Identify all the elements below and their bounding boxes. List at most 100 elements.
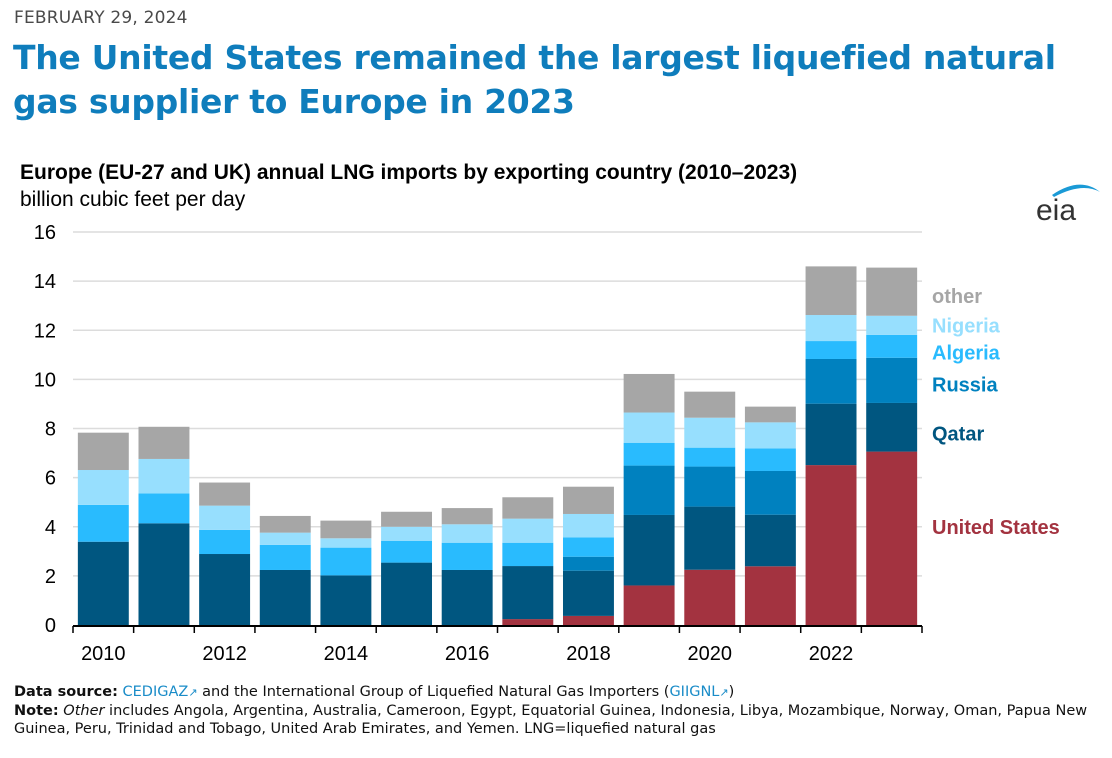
bar-stack-2023 xyxy=(866,267,918,625)
bar-segment-other-2018 xyxy=(562,486,614,514)
x-axis: 2010 2012 2014 2016 2018 2020 2022 xyxy=(72,625,923,665)
bar-segment-qatar-2014 xyxy=(320,575,372,625)
y-tick-label: 6 xyxy=(45,468,56,490)
bar-segment-russia-2021 xyxy=(744,470,796,515)
bar-segment-nigeria-2020 xyxy=(684,417,736,448)
bar-segment-nigeria-2021 xyxy=(744,422,796,449)
bar-segment-united-states-2020 xyxy=(684,569,736,625)
bar-segment-nigeria-2014 xyxy=(320,538,372,548)
bar-segment-russia-2018 xyxy=(562,556,614,571)
bar-segment-other-2014 xyxy=(320,520,372,539)
bar-segment-other-2010 xyxy=(77,432,129,471)
note-line: Note: Other includes Angola, Argentina, … xyxy=(14,702,1104,738)
x-tick-label: 2016 xyxy=(445,643,490,665)
bar-segment-qatar-2016 xyxy=(441,569,493,625)
bar-segment-algeria-2013 xyxy=(259,544,311,570)
bar-segment-united-states-2017 xyxy=(502,619,554,625)
bar-stack-2014 xyxy=(320,520,372,625)
eia-logo[interactable]: eia xyxy=(1030,178,1110,228)
bar-stack-2013 xyxy=(259,515,311,625)
footnote: Data source: CEDIGAZ ↗ and the Internatio… xyxy=(14,683,1104,738)
bar-segment-united-states-2023 xyxy=(866,451,918,625)
bar-segment-qatar-2011 xyxy=(138,523,190,625)
bar-segment-nigeria-2016 xyxy=(441,524,493,543)
bar-segment-nigeria-2011 xyxy=(138,458,190,494)
bar-segment-qatar-2013 xyxy=(259,569,311,625)
bar-segment-russia-2019 xyxy=(623,465,675,515)
chart-subtitle: billion cubic feet per day xyxy=(20,188,246,211)
bar-stack-2022 xyxy=(805,266,857,625)
bar-segment-other-2016 xyxy=(441,508,493,525)
bar-segment-qatar-2020 xyxy=(684,506,736,570)
note-italic: Other xyxy=(63,703,105,719)
bar-stack-2011 xyxy=(138,426,190,625)
legend-label-nigeria: Nigeria xyxy=(932,315,1001,337)
bar-segment-qatar-2012 xyxy=(199,554,251,625)
bar-segment-nigeria-2022 xyxy=(805,315,857,342)
chart-title: Europe (EU-27 and UK) annual LNG imports… xyxy=(20,161,798,184)
bar-segment-algeria-2021 xyxy=(744,448,796,471)
bars xyxy=(77,266,918,625)
bar-segment-other-2019 xyxy=(623,373,675,413)
bar-segment-russia-2022 xyxy=(805,358,857,404)
bar-segment-algeria-2015 xyxy=(381,540,433,563)
y-tick-label: 16 xyxy=(34,222,56,244)
giignl-link[interactable]: GIIGNL xyxy=(669,684,720,700)
bar-segment-nigeria-2013 xyxy=(259,532,311,545)
source-text: and the International Group of Liquefied… xyxy=(197,684,670,700)
bar-segment-other-2021 xyxy=(744,406,796,423)
bar-segment-other-2020 xyxy=(684,391,736,418)
x-tick-label: 2020 xyxy=(688,643,733,665)
x-tick-label: 2022 xyxy=(809,643,854,665)
bar-stack-2015 xyxy=(381,511,433,625)
x-tick-label: 2010 xyxy=(81,643,126,665)
y-tick-label: 2 xyxy=(45,566,56,588)
bar-segment-united-states-2021 xyxy=(744,566,796,625)
bar-segment-algeria-2016 xyxy=(441,542,493,570)
bar-segment-algeria-2012 xyxy=(199,529,251,555)
external-link-icon: ↗ xyxy=(719,686,729,699)
legend: other Nigeria Algeria Russia Qatar United Sta… xyxy=(932,286,1060,539)
legend-label-other: other xyxy=(932,286,982,308)
bar-segment-united-states-2022 xyxy=(805,465,857,625)
bar-segment-qatar-2022 xyxy=(805,403,857,466)
x-tick-label: 2018 xyxy=(566,643,611,665)
x-tick-label: 2012 xyxy=(202,643,247,665)
eia-logo-icon: eia xyxy=(1036,184,1100,227)
cedigaz-link[interactable]: CEDIGAZ xyxy=(122,684,189,700)
bar-segment-qatar-2019 xyxy=(623,514,675,586)
bar-stack-2016 xyxy=(441,508,493,625)
source-end: ) xyxy=(728,684,735,700)
bar-segment-united-states-2019 xyxy=(623,585,675,625)
legend-label-qatar: Qatar xyxy=(932,423,984,445)
bar-segment-other-2022 xyxy=(805,266,857,316)
legend-label-russia: Russia xyxy=(932,374,998,396)
bar-stack-2021 xyxy=(744,406,796,625)
legend-label-algeria: Algeria xyxy=(932,342,1001,364)
bar-segment-nigeria-2018 xyxy=(562,513,614,538)
bar-segment-other-2011 xyxy=(138,426,190,459)
bar-segment-qatar-2017 xyxy=(502,566,554,620)
bar-stack-2019 xyxy=(623,373,675,625)
bar-segment-qatar-2023 xyxy=(866,402,918,452)
bar-stack-2017 xyxy=(502,497,554,625)
publish-date: FEBRUARY 29, 2024 xyxy=(14,8,188,28)
bar-segment-algeria-2014 xyxy=(320,547,372,576)
bar-segment-other-2017 xyxy=(502,497,554,519)
y-tick-label: 10 xyxy=(34,369,56,391)
bar-segment-algeria-2010 xyxy=(77,504,129,542)
bar-segment-nigeria-2010 xyxy=(77,470,129,505)
bar-segment-algeria-2022 xyxy=(805,341,857,359)
bar-segment-nigeria-2019 xyxy=(623,412,675,443)
source-label: Data source: xyxy=(14,684,118,700)
bar-segment-other-2023 xyxy=(866,267,918,316)
bar-segment-nigeria-2017 xyxy=(502,518,554,543)
data-source-line: Data source: CEDIGAZ ↗ and the Internatio… xyxy=(14,683,1104,702)
bar-segment-qatar-2010 xyxy=(77,541,129,625)
y-tick-label: 12 xyxy=(34,320,56,342)
bar-segment-algeria-2017 xyxy=(502,542,554,567)
x-tick-label: 2014 xyxy=(324,643,369,665)
headline: The United States remained the largest l… xyxy=(13,38,1056,121)
bar-segment-qatar-2021 xyxy=(744,514,796,567)
legend-label-united-states: United States xyxy=(932,517,1060,539)
